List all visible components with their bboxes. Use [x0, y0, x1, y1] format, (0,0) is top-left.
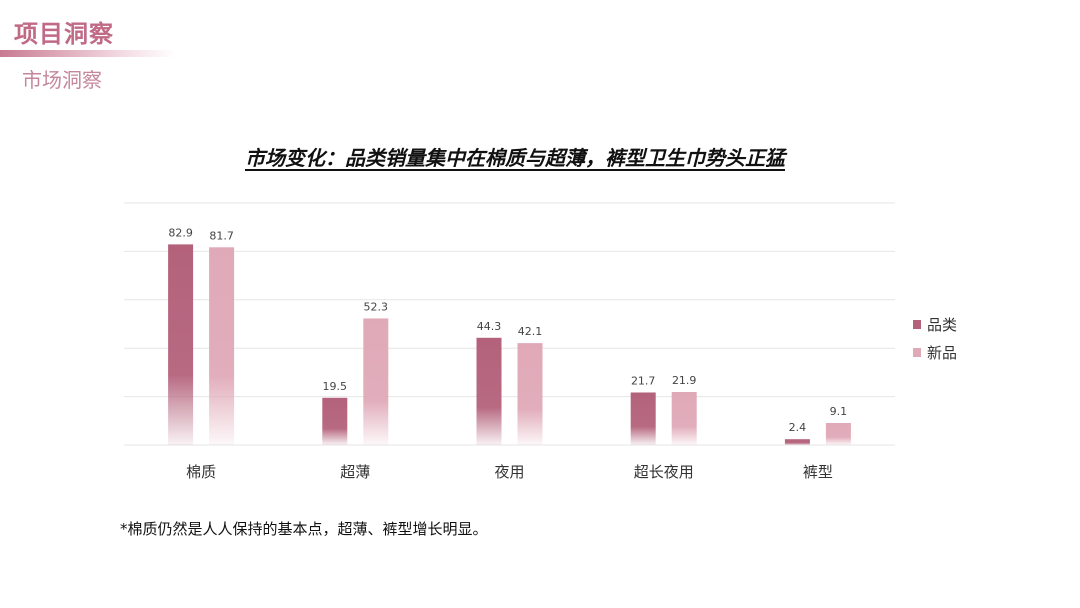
data-label: 42.1 [518, 325, 543, 338]
bar-品类-超长夜用 [630, 392, 656, 445]
chart-title: 市场变化：品类销量集中在棉质与超薄，裤型卫生巾势头正猛 [245, 146, 785, 170]
legend-label: 品类 [927, 316, 957, 334]
footnote: *棉质仍然是人人保持的基本点，超薄、裤型增长明显。 [120, 520, 488, 538]
bar-品类-棉质 [168, 244, 194, 445]
bar-新品-超薄 [363, 318, 389, 445]
bar-新品-棉质 [209, 247, 235, 445]
data-label: 82.9 [168, 226, 193, 239]
data-label: 52.3 [364, 300, 389, 313]
page-section-title: 项目洞察 [14, 20, 114, 48]
legend-swatch [913, 348, 921, 357]
x-tick-label: 棉质 [186, 463, 216, 481]
x-tick-label: 超长夜用 [634, 463, 694, 481]
bar-新品-裤型 [825, 422, 851, 445]
data-label: 19.5 [323, 380, 348, 393]
data-label: 9.1 [830, 405, 848, 418]
x-tick-label: 夜用 [494, 463, 524, 481]
bar-新品-夜用 [517, 343, 543, 445]
x-tick-label: 超薄 [340, 463, 370, 481]
legend-swatch [913, 320, 921, 329]
page-section-subtitle: 市场洞察 [22, 68, 102, 92]
x-tick-label: 裤型 [803, 463, 833, 481]
data-label: 2.4 [789, 421, 807, 434]
data-label: 81.7 [209, 229, 234, 242]
data-label: 21.7 [631, 374, 656, 387]
header-accent-bar [0, 50, 175, 57]
bar-新品-超长夜用 [671, 392, 697, 445]
bar-品类-夜用 [476, 337, 502, 445]
legend-label: 新品 [927, 344, 957, 362]
bar-品类-超薄 [322, 397, 348, 445]
data-label: 21.9 [672, 374, 697, 387]
data-label: 44.3 [477, 320, 502, 333]
bar-品类-裤型 [784, 439, 810, 445]
